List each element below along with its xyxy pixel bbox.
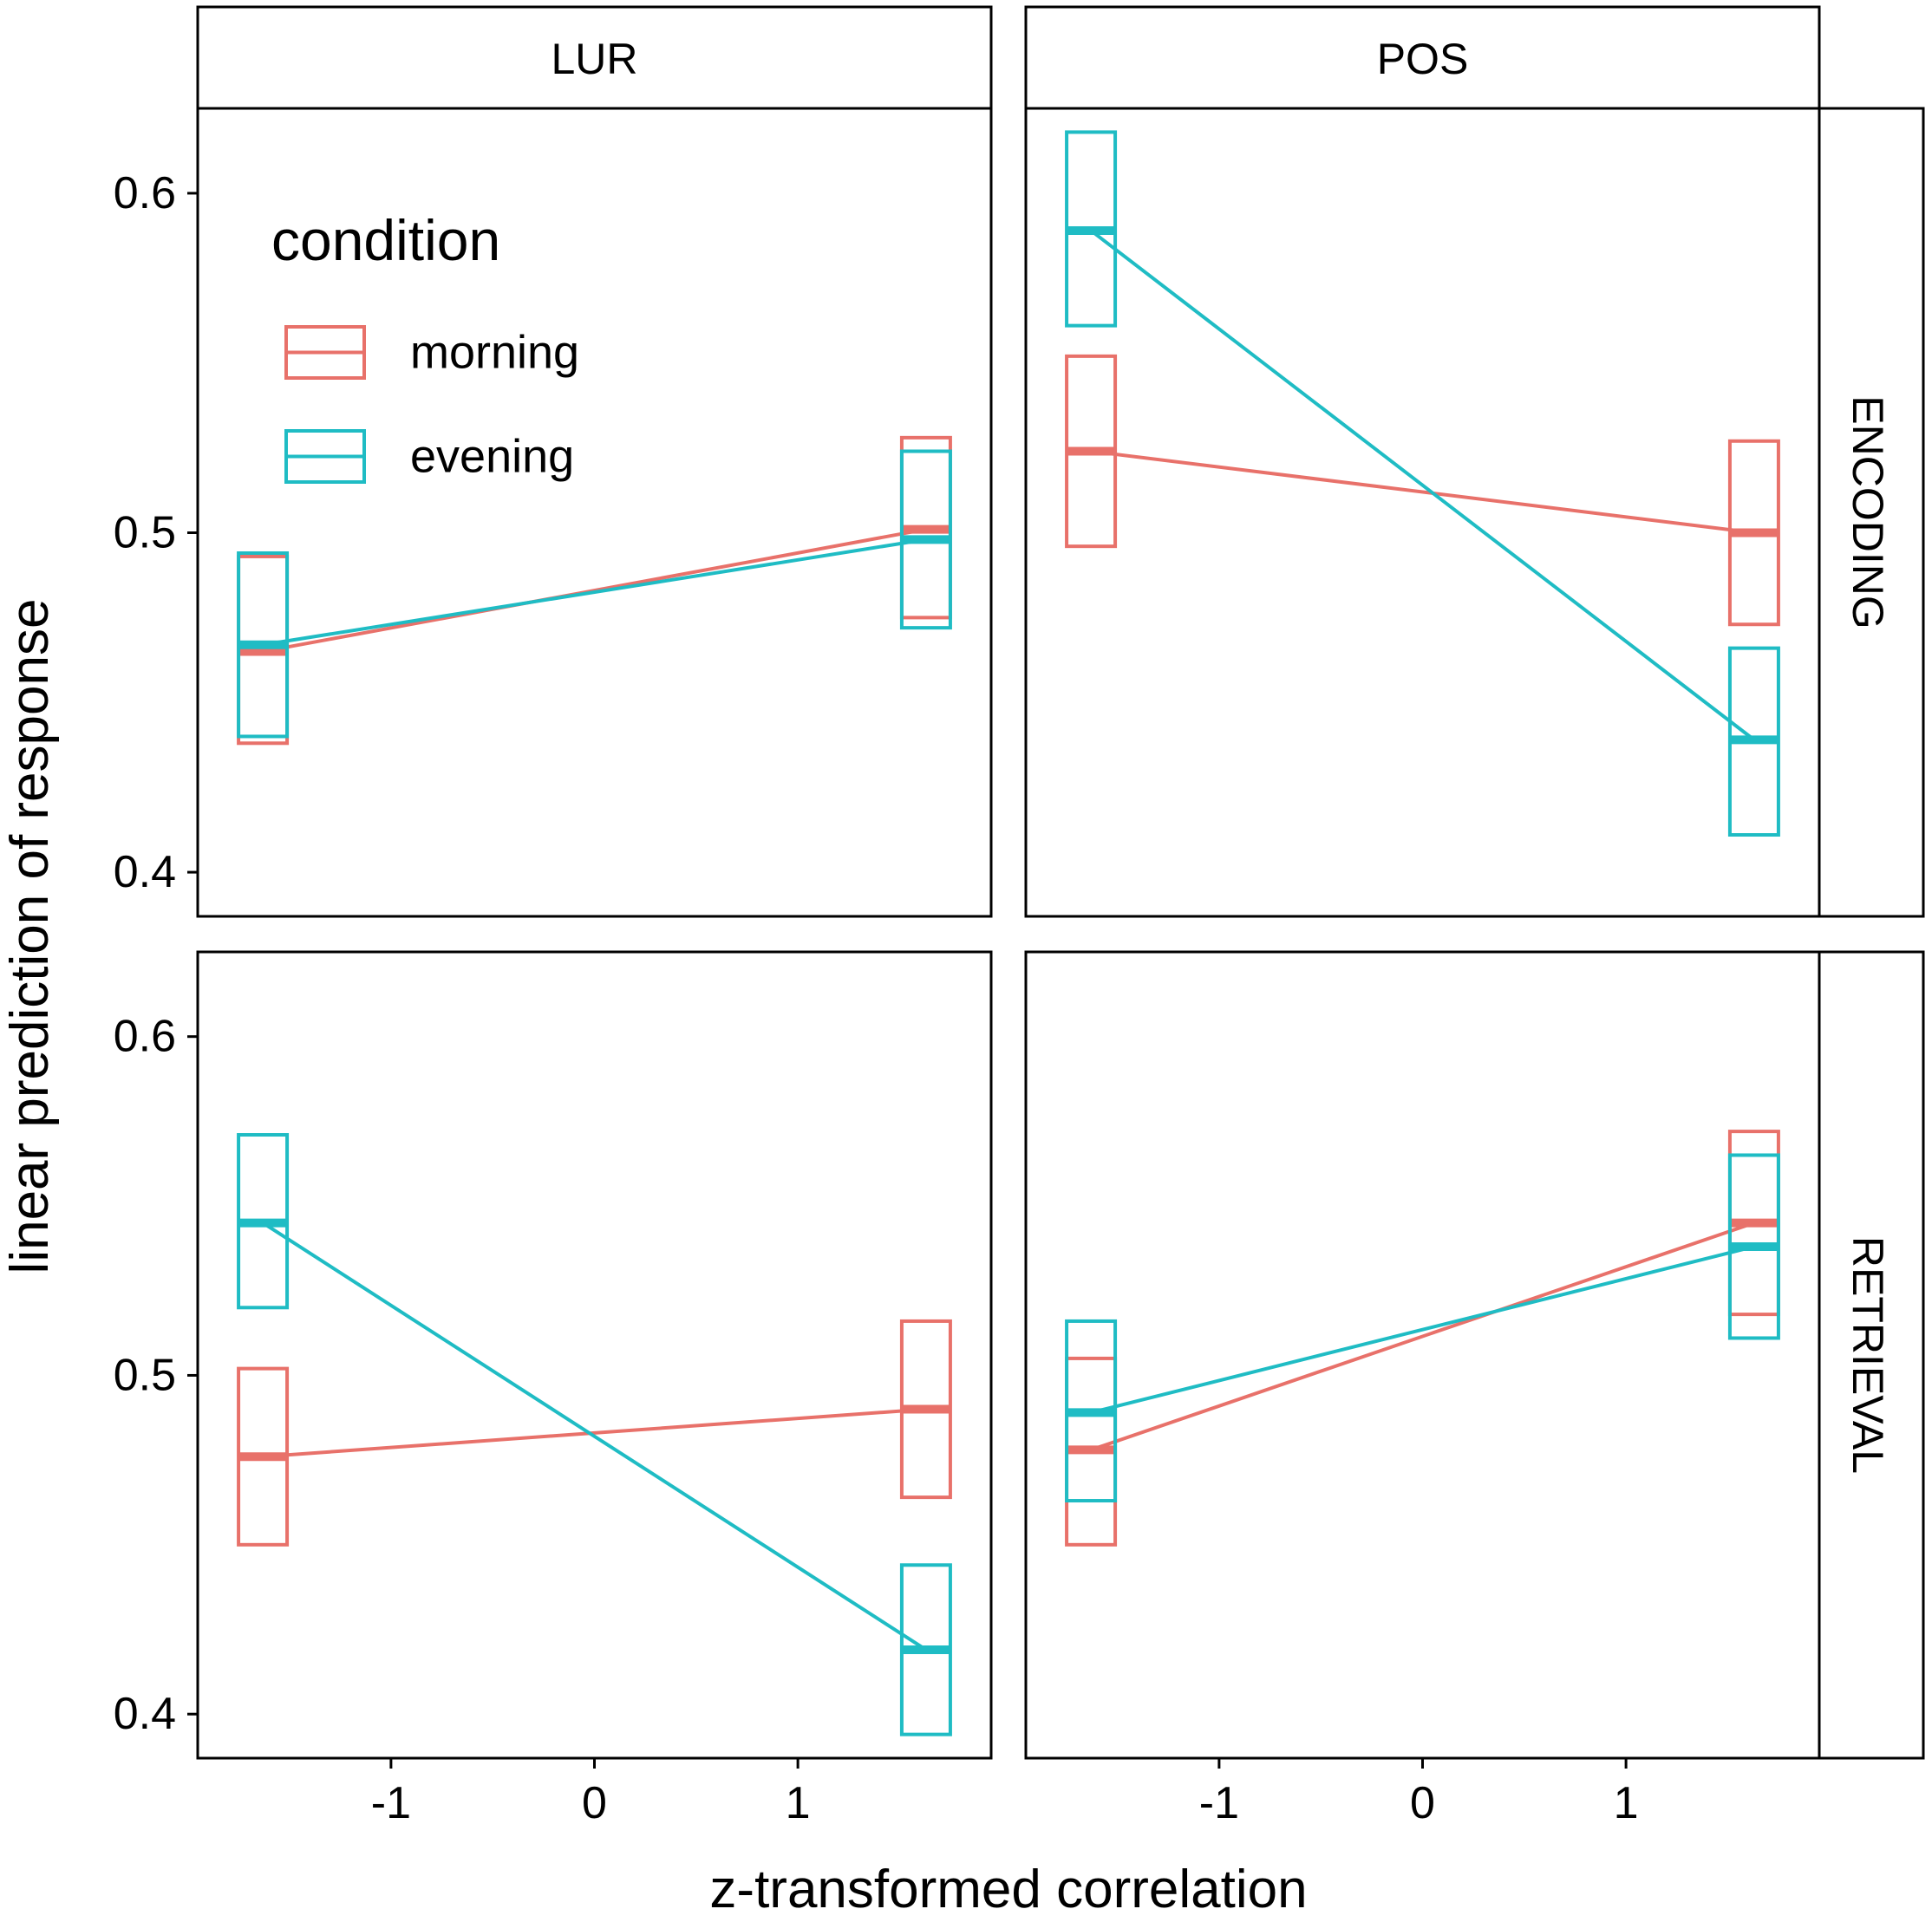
- panel-pos-retrieval: [1024, 950, 1821, 1760]
- x-tick-label: 0: [582, 1778, 607, 1828]
- x-tick-label: 0: [1410, 1778, 1435, 1828]
- legend: condition morning evening: [271, 208, 579, 484]
- y-axis-title: linear prediction of response: [0, 599, 60, 1274]
- panel-border: [196, 950, 993, 1760]
- fit-line-morning: [262, 1407, 927, 1459]
- legend-title: condition: [271, 208, 500, 272]
- x-tick-label: 1: [786, 1778, 811, 1828]
- column-strip-label: POS: [1377, 35, 1469, 83]
- y-tick-label: 0.6: [114, 1012, 176, 1062]
- panel-pos-encoding: [1024, 107, 1821, 918]
- fit-line-morning: [1090, 1221, 1755, 1452]
- fit-line-evening: [262, 538, 927, 647]
- y-tick-label: 0.5: [114, 1350, 176, 1400]
- fit-line-evening: [261, 1221, 928, 1652]
- panel-lur-encoding: [196, 107, 993, 918]
- y-tick-label: 0.5: [114, 507, 176, 557]
- legend-entry-label: morning: [410, 327, 579, 379]
- x-tick-label: -1: [371, 1778, 411, 1828]
- panel-lur-retrieval: [196, 950, 993, 1760]
- panel-border: [1024, 950, 1821, 1760]
- column-strip-label: LUR: [551, 35, 637, 83]
- y-tick-label: 0.4: [114, 1689, 176, 1739]
- chart-root: LUR POS ENCODING RETRIEVAL 0.4 0.5 0.6 0.4 0.5 0.…: [0, 5, 1925, 1919]
- x-axis-title: z-transformed correlation: [709, 1860, 1307, 1919]
- y-tick-label: 0.4: [114, 847, 176, 897]
- row-strip-label: RETRIEVAL: [1844, 1236, 1892, 1474]
- fit-line-morning: [1090, 449, 1755, 535]
- panel-border: [1024, 107, 1821, 918]
- fit-line-evening: [1089, 229, 1756, 741]
- row-strip-label: ENCODING: [1844, 395, 1892, 629]
- panel-border: [196, 107, 993, 918]
- x-tick-label: -1: [1199, 1778, 1239, 1828]
- fit-line-evening: [1090, 1245, 1755, 1415]
- y-tick-label: 0.6: [114, 168, 176, 218]
- x-tick-label: 1: [1614, 1778, 1639, 1828]
- legend-entry-label: evening: [410, 431, 574, 483]
